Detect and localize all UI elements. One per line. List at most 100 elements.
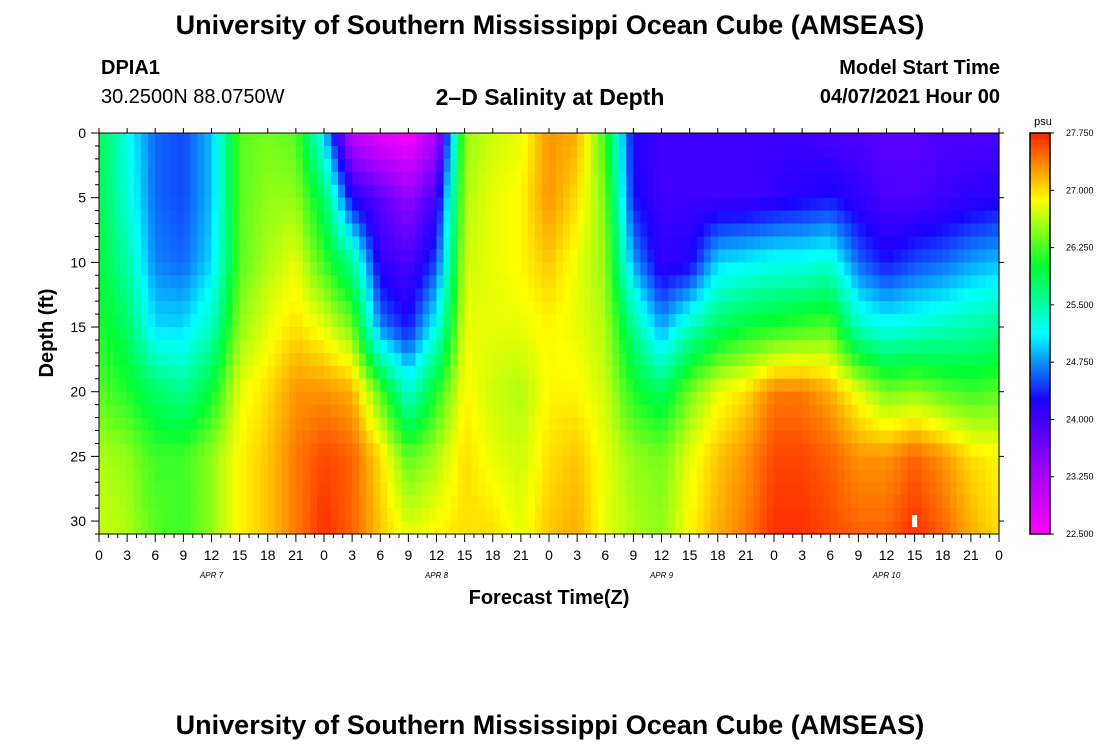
heatmap-cell [598, 314, 606, 328]
heatmap-cell [844, 391, 852, 406]
heatmap-cell [844, 314, 852, 328]
heatmap-cell [352, 430, 360, 445]
heatmap-cell [281, 404, 290, 419]
heatmap-cell [373, 508, 381, 522]
heatmap-cell [239, 145, 248, 160]
heatmap-cell [626, 521, 634, 535]
x-tick-label: 9 [404, 547, 412, 563]
heatmap-cell [422, 249, 431, 263]
heatmap-cell [324, 482, 332, 496]
heatmap-cell [513, 301, 522, 315]
heatmap-cell [914, 249, 923, 263]
heatmap-cell [717, 262, 726, 276]
x-axis: 0 3 6 9 12 15 18 21 0 3 6 9 12 15 18 21 0 3 6 9 12 15 18 21 0 3 6 9… [95, 128, 1003, 580]
heatmap-cell [584, 521, 592, 535]
heatmap-cell [316, 469, 325, 483]
heatmap-cell [232, 469, 241, 483]
heatmap-cell [225, 262, 234, 276]
heatmap-cell [260, 521, 269, 535]
heatmap-cell [774, 352, 782, 367]
heatmap-cell [401, 404, 409, 419]
heatmap-cell [464, 391, 473, 406]
heatmap-cell [218, 210, 227, 225]
heatmap-cell [499, 288, 508, 302]
heatmap-cell [759, 133, 768, 147]
heatmap-cell [970, 197, 979, 212]
heatmap-cell [197, 236, 206, 251]
heatmap-cell [633, 210, 642, 225]
heatmap-cell [781, 301, 789, 315]
heatmap-cell [879, 456, 888, 470]
heatmap-cell [893, 378, 902, 393]
heatmap-cell [331, 469, 339, 483]
heatmap-cell [113, 430, 121, 445]
heatmap-cell [232, 391, 241, 406]
heatmap-cell [274, 365, 283, 380]
heatmap-cell [387, 495, 395, 509]
heatmap-cell [984, 301, 993, 315]
heatmap-cell [302, 327, 311, 341]
heatmap-cell [541, 495, 550, 509]
heatmap-cell [225, 275, 234, 289]
heatmap-cell [956, 482, 965, 496]
heatmap-cell [963, 288, 972, 302]
heatmap-cell [211, 236, 220, 251]
heatmap-cell [626, 443, 634, 457]
heatmap-cell [549, 378, 557, 393]
heatmap-cell [387, 430, 395, 445]
heatmap-cell [900, 327, 909, 341]
heatmap-cell [816, 133, 824, 147]
heatmap-cell [914, 404, 923, 419]
heatmap-cell [408, 521, 417, 535]
heatmap-cell [640, 430, 649, 445]
heatmap-cell [373, 378, 381, 393]
heatmap-cell [120, 145, 128, 160]
heatmap-cell [429, 171, 438, 186]
heatmap-cell [865, 275, 874, 289]
heatmap-cell [309, 288, 318, 302]
heatmap-cell [851, 469, 859, 483]
heatmap-cell [738, 456, 747, 470]
heatmap-cell [485, 378, 494, 393]
heatmap-cell [984, 495, 993, 509]
heatmap-cell [781, 495, 789, 509]
heatmap-cell [260, 275, 269, 289]
heatmap-cell [499, 133, 508, 147]
heatmap-cell [401, 456, 409, 470]
heatmap-cell [464, 352, 473, 367]
heatmap-cell [928, 210, 937, 225]
heatmap-cell [703, 508, 712, 522]
heatmap-cell [267, 404, 276, 419]
heatmap-cell [99, 288, 107, 302]
heatmap-cell [921, 145, 930, 160]
heatmap-cell [605, 327, 613, 341]
heatmap-cell [485, 391, 494, 406]
x-tick-label: 9 [629, 547, 637, 563]
heatmap-cell [197, 210, 206, 225]
heatmap-cell [886, 158, 895, 173]
heatmap-cell [781, 197, 789, 212]
heatmap-cell [661, 158, 670, 173]
heatmap-cell [246, 249, 255, 263]
heatmap-cell [380, 158, 388, 173]
heatmap-cell [429, 404, 438, 419]
heatmap-cell [914, 262, 923, 276]
heatmap-cell [654, 469, 663, 483]
heatmap-cell [499, 184, 508, 199]
heatmap-cell [731, 236, 740, 251]
heatmap-cell [324, 404, 332, 419]
heatmap-cell [415, 495, 424, 509]
heatmap-cell [928, 365, 937, 380]
heatmap-cell [183, 469, 192, 483]
heatmap-cell [717, 365, 726, 380]
heatmap-cell [956, 521, 965, 535]
heatmap-cell [506, 391, 515, 406]
heatmap-cell [450, 339, 459, 354]
heatmap-cell [865, 249, 874, 263]
heatmap-cell [872, 495, 881, 509]
heatmap-cell [851, 327, 859, 341]
heatmap-cell [823, 495, 831, 509]
heatmap-cell [668, 145, 677, 160]
heatmap-cell [619, 236, 627, 251]
heatmap-cell [401, 314, 409, 328]
